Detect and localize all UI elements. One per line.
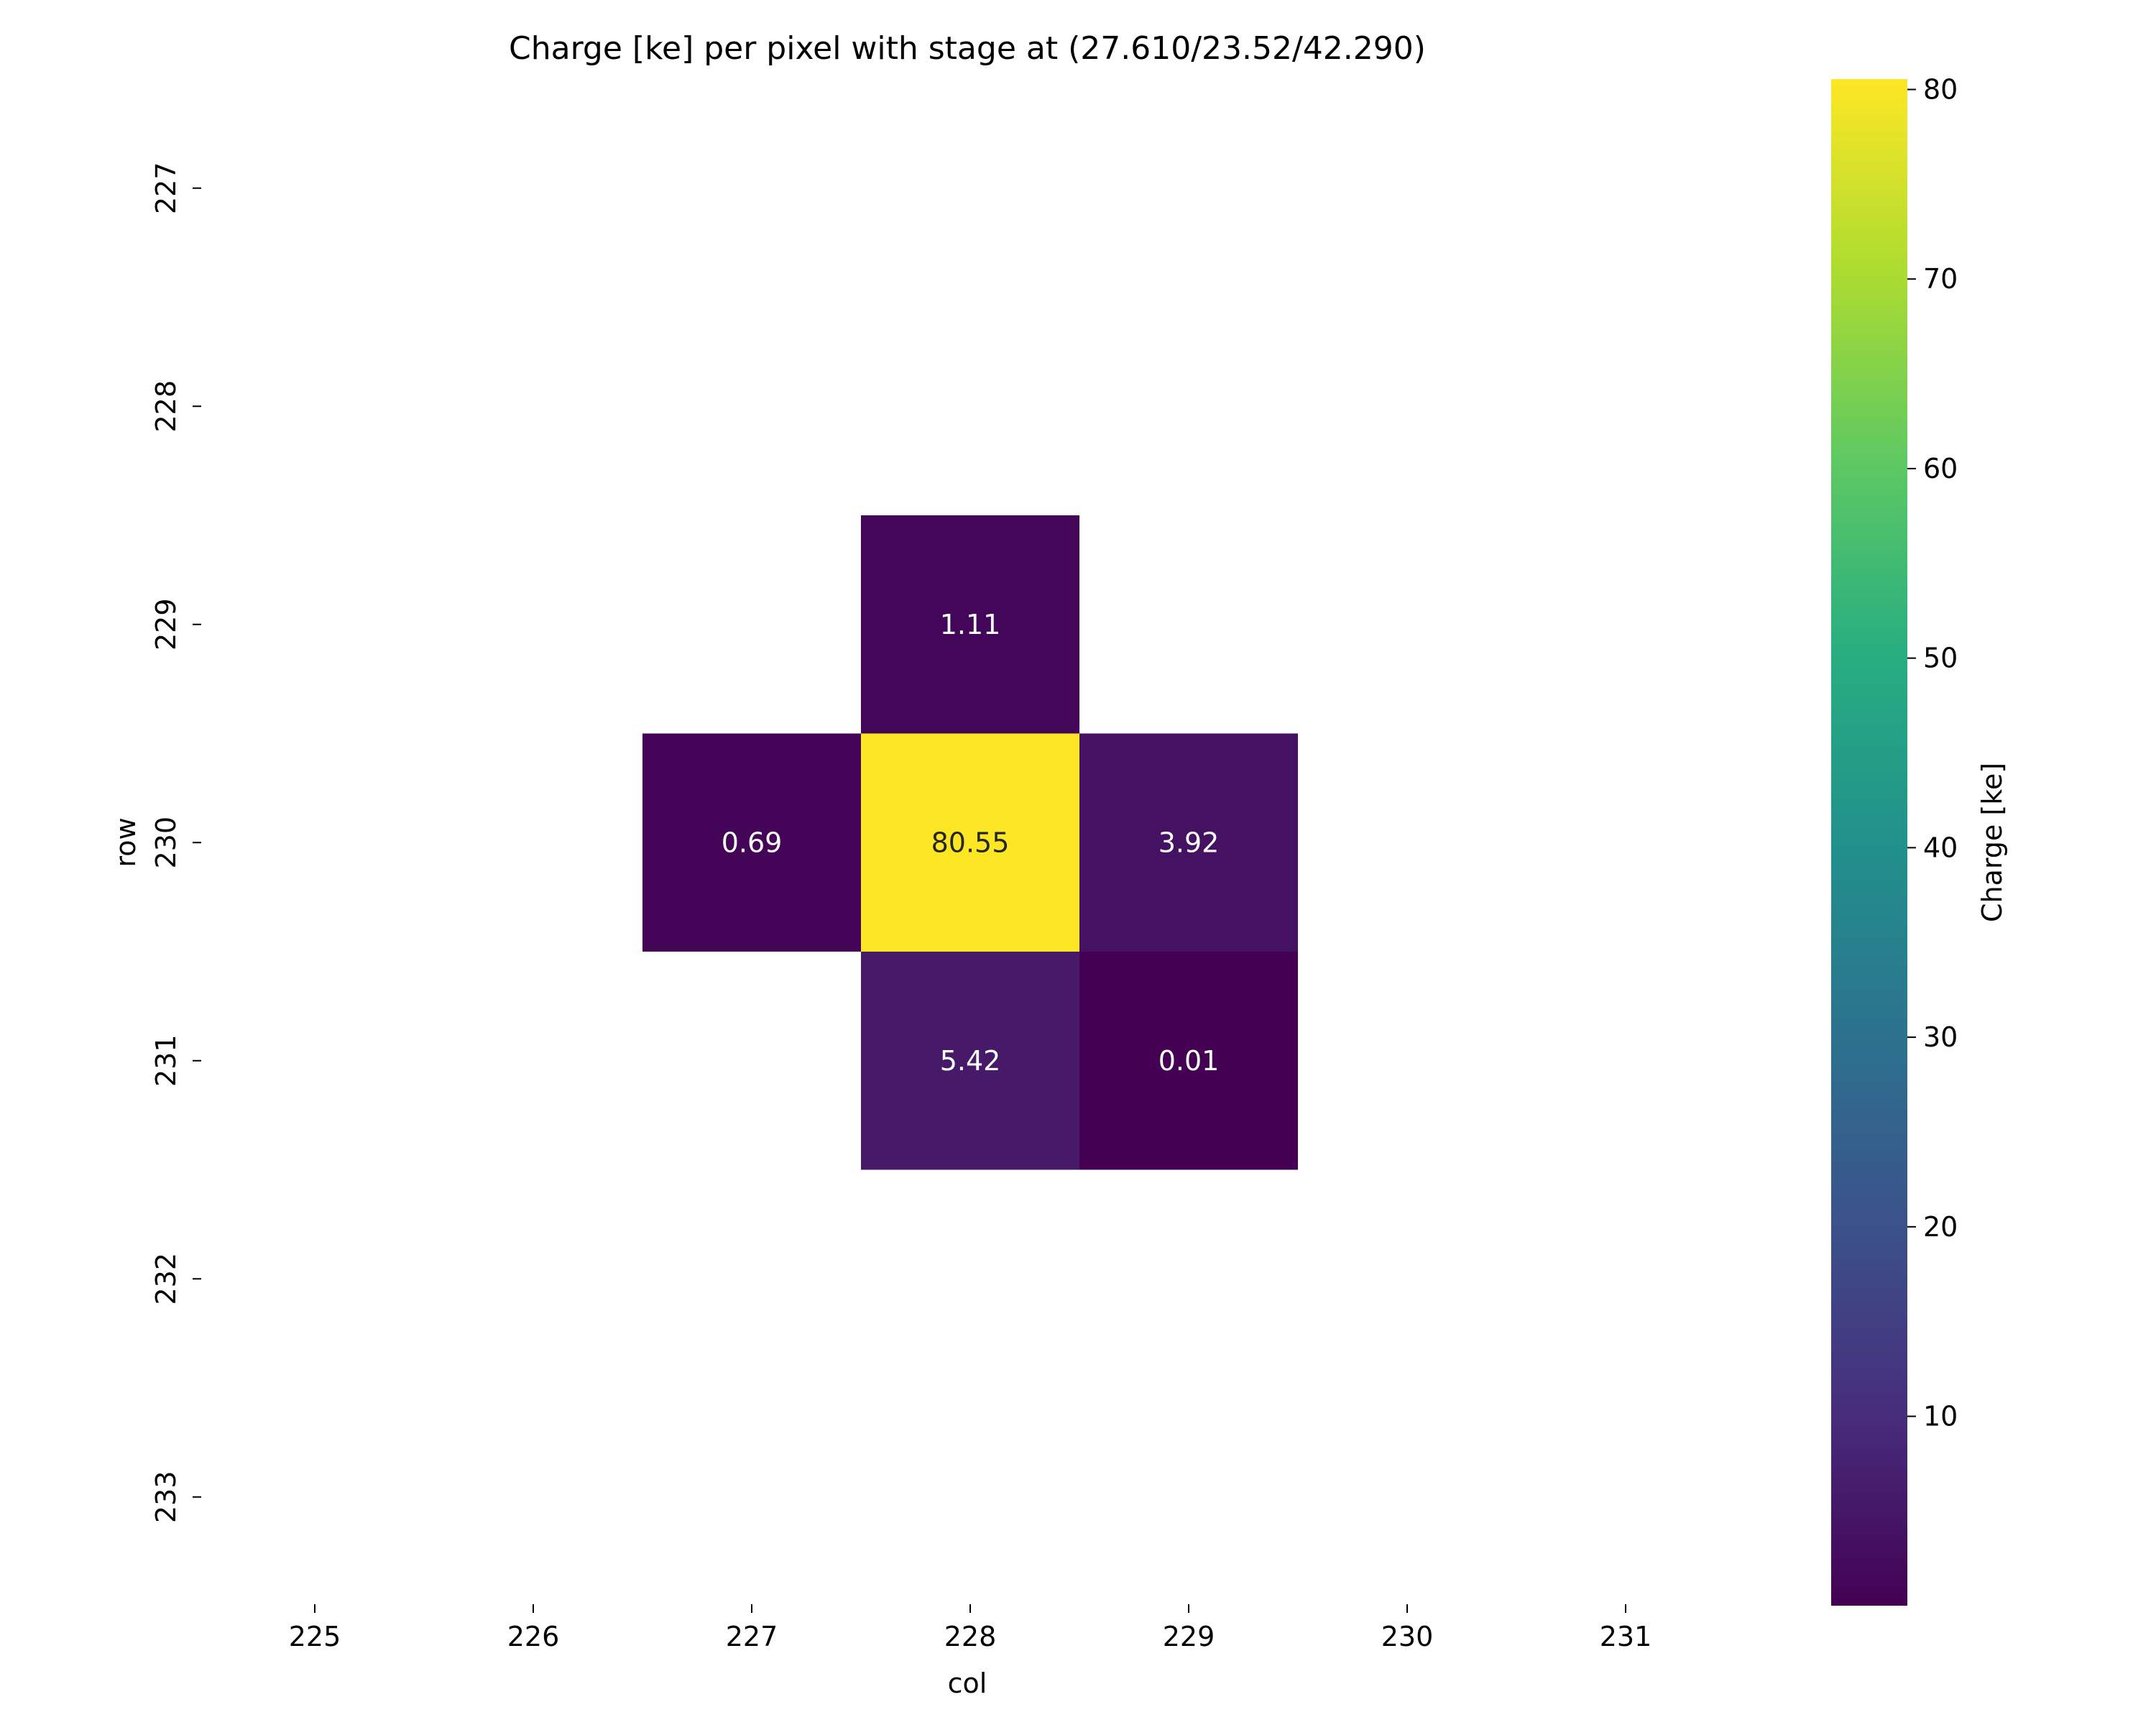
colorbar-ticks: 10 20 30 40 50 60 70 80 (1907, 74, 1958, 1432)
heatmap-cell (1079, 952, 1298, 1170)
colorbar-tick-label: 70 (1923, 263, 1958, 295)
x-tick-label: 227 (726, 1621, 778, 1652)
y-tick-label: 232 (150, 1253, 182, 1305)
x-tick-label: 230 (1381, 1621, 1434, 1652)
heatmap-cells (642, 515, 1298, 1170)
cell-value-label: 3.92 (1158, 827, 1220, 858)
x-tick-label: 228 (944, 1621, 997, 1652)
colorbar-gradient (1831, 79, 1907, 1606)
colorbar-tick-label: 50 (1923, 643, 1958, 674)
heatmap-cell (1079, 733, 1298, 952)
colorbar-label: Charge [ke] (1976, 763, 2008, 922)
cell-value-label: 80.55 (931, 827, 1010, 858)
x-axis-label: col (948, 1668, 987, 1699)
x-axis-ticks: 225 226 227 228 229 230 231 (289, 1604, 1652, 1652)
y-axis-ticks: 227 228 229 230 231 232 233 (150, 162, 201, 1523)
x-tick-label: 229 (1163, 1621, 1215, 1652)
y-tick-label: 229 (150, 598, 182, 650)
colorbar-tick-label: 30 (1923, 1021, 1958, 1053)
colorbar-tick-label: 60 (1923, 453, 1958, 484)
cell-value-label: 5.42 (940, 1045, 1001, 1077)
cell-value-label: 0.69 (722, 827, 783, 858)
colorbar-tick-label: 80 (1923, 74, 1958, 106)
x-tick-label: 231 (1600, 1621, 1652, 1652)
y-tick-label: 231 (150, 1034, 182, 1087)
x-tick-label: 225 (289, 1621, 341, 1652)
y-tick-label: 227 (150, 162, 182, 214)
y-tick-label: 233 (150, 1471, 182, 1523)
heatmap-cell (642, 733, 861, 952)
y-tick-label: 230 (150, 816, 182, 869)
chart-title: Charge [ke] per pixel with stage at (27.… (509, 30, 1426, 67)
x-tick-label: 226 (507, 1621, 560, 1652)
cell-value-label: 1.11 (940, 609, 1001, 640)
colorbar: 10 20 30 40 50 60 70 80 Charge [ke] (1831, 74, 2008, 1606)
y-axis-label: row (110, 817, 142, 867)
y-tick-label: 228 (150, 380, 182, 433)
heatmap-cell-labels: 1.11 0.69 80.55 3.92 5.42 0.01 (722, 609, 1220, 1077)
colorbar-tick-label: 40 (1923, 832, 1958, 863)
colorbar-tick-label: 20 (1923, 1211, 1958, 1243)
heatmap-cell (861, 515, 1079, 734)
heatmap-cell (861, 733, 1079, 952)
heatmap-cell (861, 952, 1079, 1170)
colorbar-tick-label: 10 (1923, 1401, 1958, 1432)
cell-value-label: 0.01 (1158, 1045, 1220, 1077)
